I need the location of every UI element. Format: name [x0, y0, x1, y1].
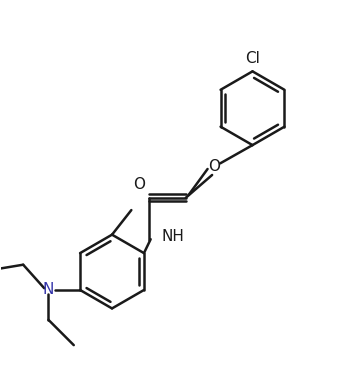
Text: O: O: [208, 159, 220, 174]
Text: N: N: [43, 282, 54, 298]
Text: NH: NH: [161, 229, 184, 244]
Text: Cl: Cl: [245, 51, 260, 66]
Text: O: O: [133, 177, 145, 192]
